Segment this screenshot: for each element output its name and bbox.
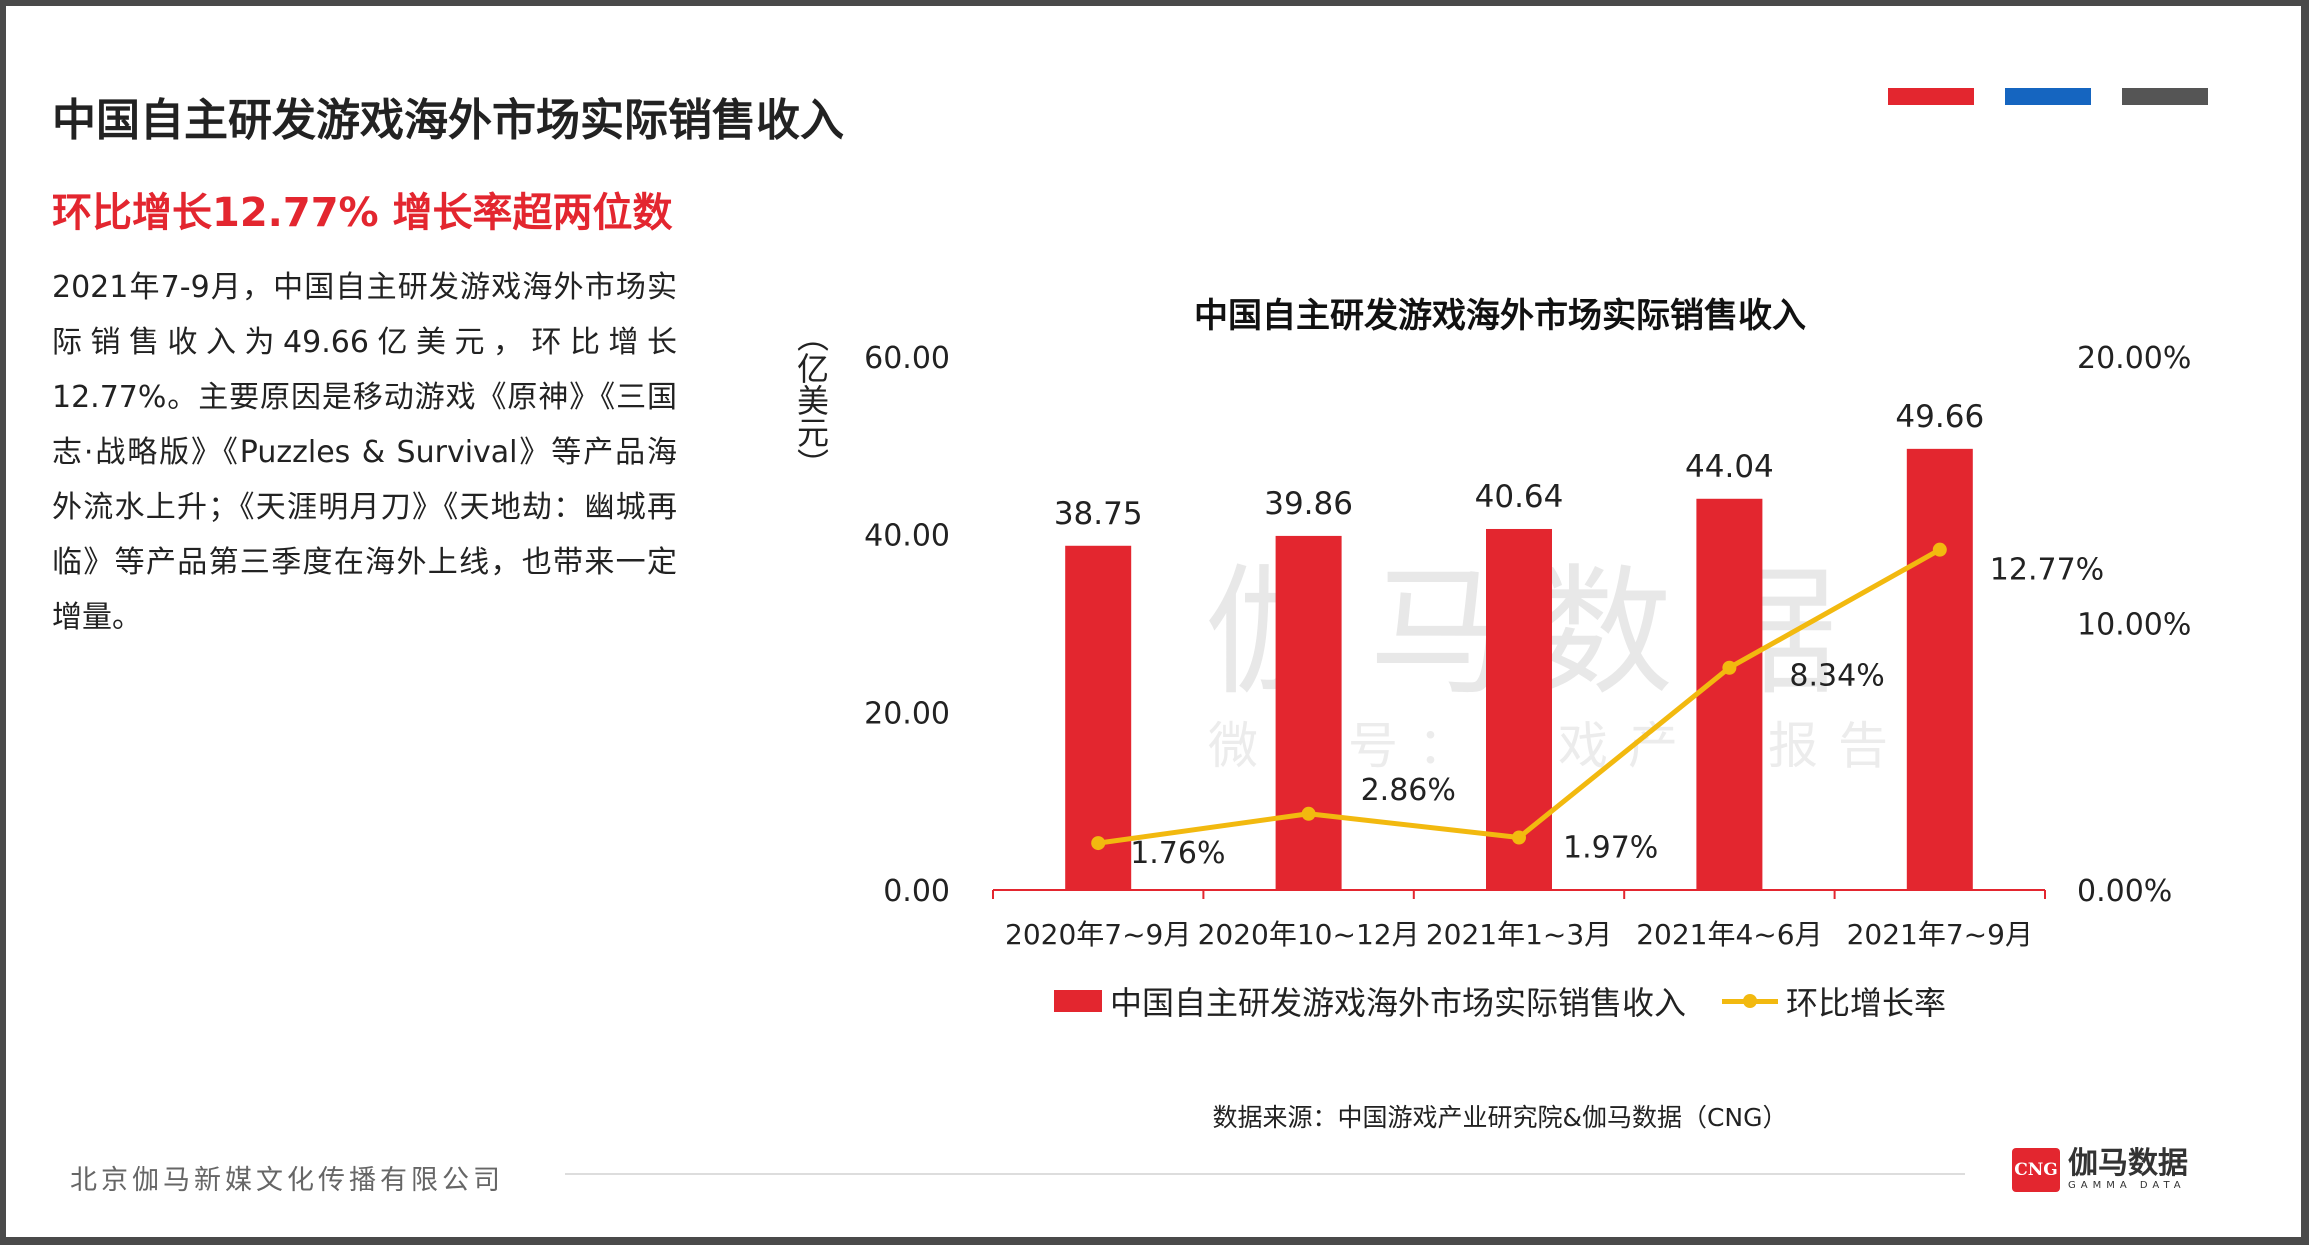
page-subtitle: 环比增长12.77% 增长率超两位数 (52, 190, 673, 236)
growth-rate-point (1091, 836, 1106, 851)
legend-label-revenue: 中国自主研发游戏海外市场实际销售收入 (1109, 984, 1686, 1022)
growth-rate-point (1301, 806, 1316, 821)
logo-chinese-text: 伽马数据 (2068, 1146, 2188, 1181)
legend-bar-swatch (1053, 990, 1102, 1012)
y-tick-label: 0.00 (883, 874, 950, 909)
x-tick-label: 2021年1~3月 (1426, 918, 1612, 951)
growth-rate-point (1932, 542, 1947, 557)
bar-value-label: 39.86 (1264, 486, 1353, 522)
growth-rate-point (1512, 830, 1526, 845)
growth-rate-label: 1.76% (1130, 836, 1225, 871)
growth-rate-label: 1.97% (1563, 830, 1658, 865)
bar (1906, 448, 1973, 890)
bar-value-label: 40.64 (1475, 479, 1564, 515)
bar (1486, 528, 1552, 890)
y2-tick-label: 10.00% (2077, 608, 2191, 643)
chart-title: 中国自主研发游戏海外市场实际销售收入 (1194, 296, 1806, 336)
legend-label-growth: 环比增长率 (1786, 984, 1947, 1022)
bar (1065, 545, 1132, 890)
legend-item-revenue: 中国自主研发游戏海外市场实际销售收入 (1053, 978, 1686, 1024)
growth-rate-point (1722, 660, 1737, 675)
y2-tick-label: 20.00% (2077, 341, 2191, 376)
description-paragraph: 2021年7-9月，中国自主研发游戏海外市场实际销售收入为49.66亿美元，环比… (52, 270, 677, 635)
logo-english-text: GAMMA DATA (2068, 1180, 2186, 1191)
y-tick-label: 40.00 (864, 519, 950, 554)
y2-tick-label: 0.00% (2077, 874, 2172, 909)
growth-rate-label: 2.86% (1361, 773, 1456, 808)
x-tick-label: 2020年7~9月 (1005, 918, 1191, 951)
logo-mark-icon: CNG (2012, 1148, 2060, 1192)
y-tick-label: 20.00 (864, 696, 950, 731)
bar (1275, 535, 1342, 890)
legend-item-growth: 环比增长率 (1722, 978, 1946, 1024)
bar-value-label: 49.66 (1895, 399, 1984, 435)
y-axis-unit-label: （亿美元） (792, 320, 830, 480)
data-source-note: 数据来源：中国游戏产业研究院&伽马数据（CNG） (1212, 1103, 1788, 1132)
x-tick-label: 2021年7~9月 (1847, 918, 2033, 951)
gray-color-bar (2122, 88, 2208, 105)
chart-legend: 中国自主研发游戏海外市场实际销售收入 环比增长率 (1050, 978, 1950, 1024)
y-tick-label: 60.00 (864, 341, 950, 376)
brand-logo: CNG 伽马数据 GAMMA DATA (2012, 1148, 2188, 1192)
blue-color-bar (2005, 88, 2091, 105)
footer-divider (565, 1173, 1965, 1175)
x-tick-label: 2020年10~12月 (1198, 918, 1420, 951)
page-title: 中国自主研发游戏海外市场实际销售收入 (52, 95, 844, 146)
bar (1696, 498, 1763, 890)
growth-rate-label: 12.77% (1990, 553, 2104, 588)
red-color-bar (1888, 88, 1974, 105)
legend-line-swatch (1722, 990, 1778, 1012)
growth-rate-label: 8.34% (1789, 659, 1884, 694)
bar-value-label: 44.04 (1685, 449, 1774, 485)
x-tick-label: 2021年4~6月 (1636, 918, 1822, 951)
footer-company-name: 北京伽马新媒文化传播有限公司 (70, 1165, 504, 1196)
bar-value-label: 38.75 (1054, 496, 1143, 532)
